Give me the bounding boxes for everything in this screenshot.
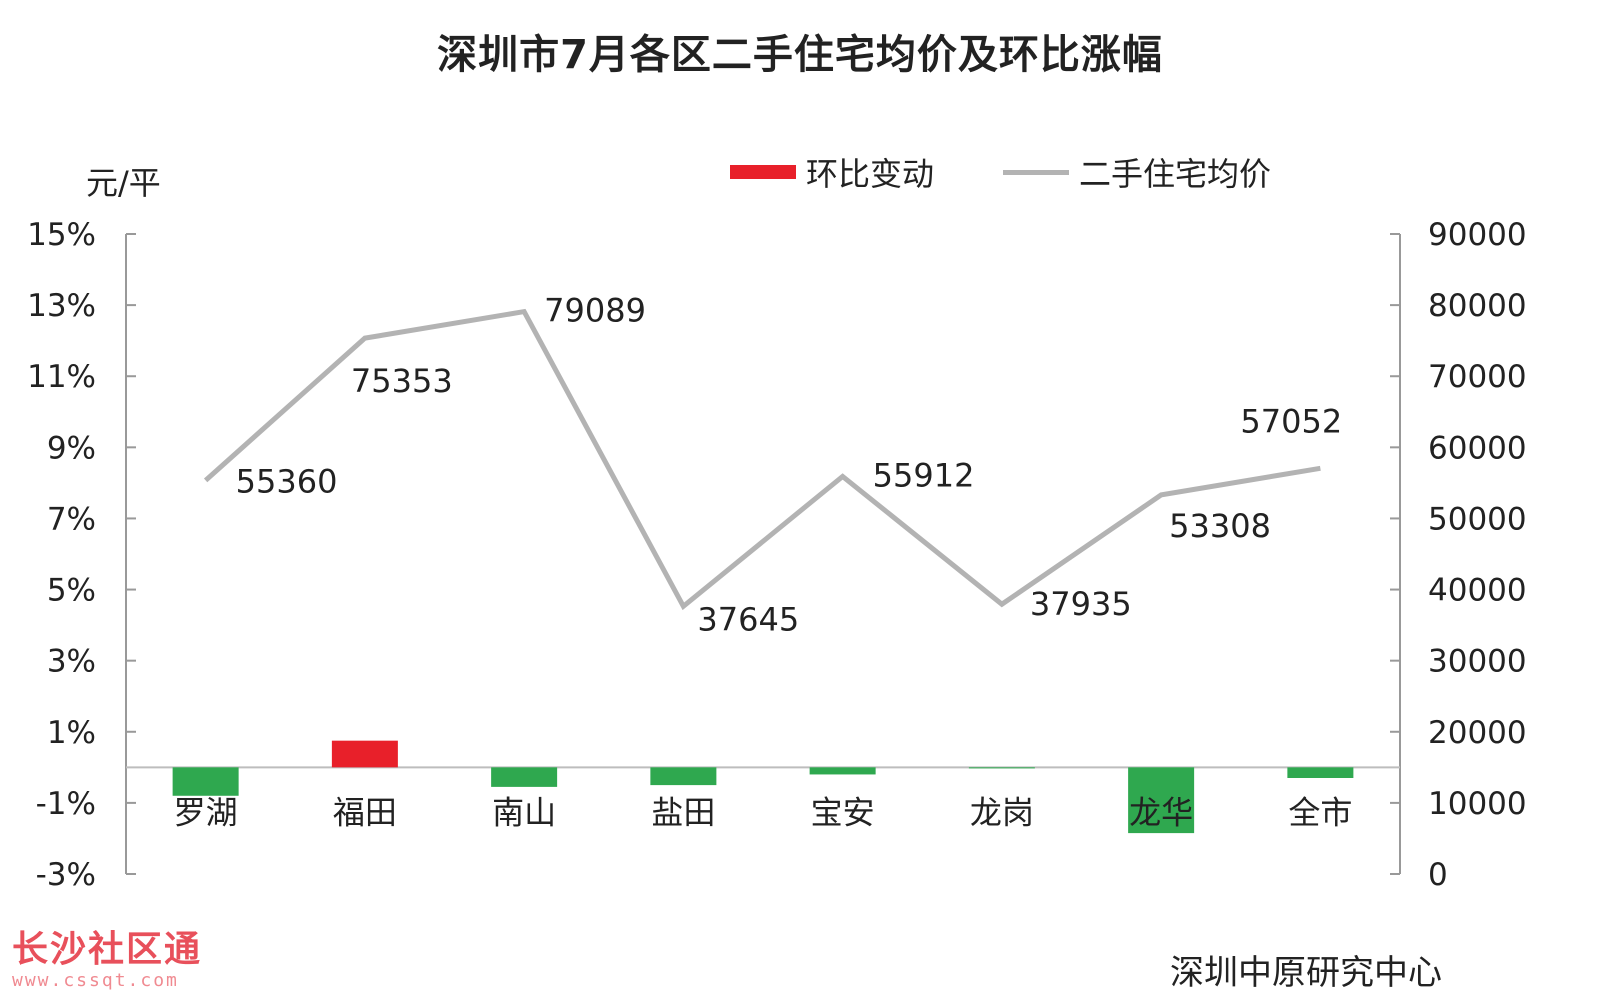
price-data-label: 75353 <box>351 362 453 400</box>
left-tick-label: 13% <box>27 288 96 324</box>
change-bar <box>172 767 239 796</box>
category-label: 全市 <box>1288 793 1352 831</box>
right-tick-label: 10000 <box>1428 786 1527 822</box>
change-bar <box>491 767 558 787</box>
source-label: 深圳中原研究中心 <box>1170 953 1442 993</box>
right-tick-label: 80000 <box>1428 288 1527 324</box>
price-data-label: 37645 <box>697 600 799 638</box>
change-bar <box>809 767 876 775</box>
category-label: 龙华 <box>1129 793 1193 831</box>
chart-title: 深圳市7月各区二手住宅均价及环比涨幅 <box>437 32 1163 78</box>
price-data-label: 37935 <box>1030 585 1132 623</box>
price-data-label: 55912 <box>873 456 975 494</box>
price-line <box>203 308 1321 611</box>
left-tick-label: 7% <box>47 501 96 537</box>
left-tick-label: 11% <box>27 359 96 395</box>
change-bar <box>1128 767 1195 834</box>
left-tick-label: 3% <box>47 644 96 680</box>
change-bar <box>650 767 717 786</box>
category-label: 龙岗 <box>970 793 1034 831</box>
price-data-label: 57052 <box>1240 402 1342 440</box>
left-tick-label: 15% <box>27 217 96 253</box>
right-tick-label: 50000 <box>1428 501 1527 537</box>
watermark-url: www.cssqt.com <box>12 970 179 991</box>
category-label: 罗湖 <box>174 793 238 831</box>
category-label: 福田 <box>333 793 397 831</box>
left-tick-label: 5% <box>47 573 96 609</box>
left-tick-label: 1% <box>47 715 96 751</box>
right-tick-label: 20000 <box>1428 715 1527 751</box>
legend-item-price: 二手住宅均价 <box>1003 150 1271 194</box>
legend-bar-swatch <box>730 165 796 179</box>
legend-label-change: 环比变动 <box>806 155 935 193</box>
right-tick-label: 90000 <box>1428 217 1527 253</box>
legend-label-price: 二手住宅均价 <box>1079 155 1272 193</box>
category-label: 南山 <box>492 793 556 831</box>
left-tick-label: -3% <box>36 857 96 893</box>
right-tick-label: 30000 <box>1428 644 1527 680</box>
price-data-label: 55360 <box>236 462 338 500</box>
watermark-logo: 长沙社区通 www.cssqt.com <box>12 929 203 992</box>
right-tick-label: 70000 <box>1428 359 1527 395</box>
category-label: 盐田 <box>651 793 715 831</box>
legend-line-swatch <box>1003 169 1069 175</box>
change-bar <box>331 740 398 768</box>
unit-label: 元/平 <box>86 164 161 202</box>
right-tick-label: 0 <box>1428 857 1448 893</box>
price-data-label: 79089 <box>544 292 646 330</box>
price-data-label: 53308 <box>1169 507 1271 545</box>
right-tick-label: 60000 <box>1428 430 1527 466</box>
change-bar <box>968 767 1035 769</box>
change-bar <box>1287 767 1354 778</box>
watermark-text: 长沙社区通 <box>12 929 203 970</box>
category-label: 宝安 <box>811 793 875 831</box>
left-tick-label: 9% <box>47 430 96 466</box>
legend-item-change: 环比变动 <box>730 150 934 194</box>
right-tick-label: 40000 <box>1428 573 1527 609</box>
left-tick-label: -1% <box>36 786 96 822</box>
